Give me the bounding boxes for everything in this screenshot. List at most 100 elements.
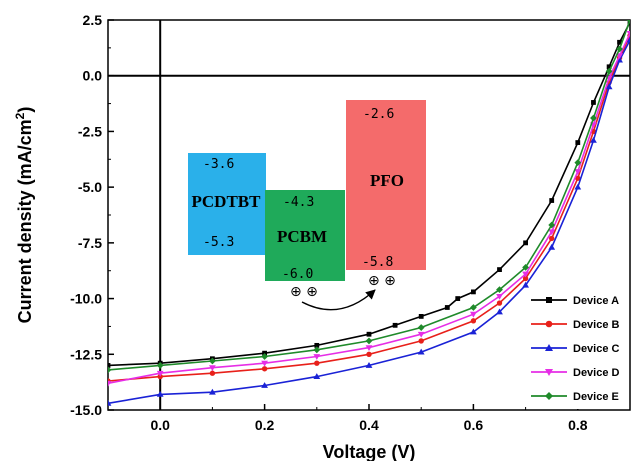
pcbm-label: PCBM — [277, 227, 327, 246]
legend-label: Device C — [573, 343, 620, 355]
data-point — [626, 30, 630, 37]
legend-item: Device D — [531, 367, 620, 379]
data-point — [108, 366, 112, 374]
data-point — [156, 362, 164, 369]
data-point — [606, 64, 612, 70]
data-point — [497, 267, 502, 272]
data-point — [366, 351, 372, 357]
data-point — [575, 140, 581, 145]
x-tick-label: 0.0 — [150, 417, 170, 433]
data-point — [617, 39, 622, 45]
x-tick-label: 0.6 — [464, 417, 484, 433]
legend-label: Device E — [573, 391, 619, 403]
legend-label: Device A — [573, 295, 619, 307]
y-axis-title-group: Current density (mA/cm2) — [13, 107, 35, 324]
data-point — [314, 342, 320, 348]
data-point — [365, 345, 373, 351]
y-tick-label: -7.5 — [78, 235, 102, 251]
legend-item: Device C — [531, 343, 620, 355]
series-layer — [108, 20, 630, 406]
legend-swatch-marker — [545, 392, 553, 400]
legend-swatch-marker — [545, 369, 553, 376]
data-point — [455, 296, 461, 301]
data-point — [605, 67, 613, 75]
series-line — [108, 20, 630, 371]
series-device-c — [108, 36, 630, 406]
pcdtbt-lumo: -3.6 — [203, 157, 234, 172]
data-point — [209, 357, 216, 365]
series-device-e — [108, 20, 630, 374]
legend-swatch-marker — [545, 320, 553, 328]
legend: Device A Device B Device C Device D Device E — [528, 288, 629, 409]
x-ticks: 0.0 0.2 0.4 0.6 0.8 — [107, 404, 631, 433]
data-point — [470, 318, 477, 324]
data-point — [549, 198, 555, 203]
legend-swatch-marker — [546, 297, 552, 303]
y-tick-label: 2.5 — [83, 12, 103, 28]
energy-level-inset: -3.6 PCDTBT -5.3 -4.3 PCBM -6.0 -2.6 PFO… — [188, 100, 426, 311]
data-point — [575, 175, 581, 181]
data-point — [261, 360, 268, 367]
y-axis-title-close: ) — [15, 107, 35, 113]
data-point — [417, 324, 425, 331]
legend-item: Device B — [531, 319, 620, 331]
data-point — [496, 286, 503, 294]
data-point — [591, 100, 596, 105]
data-point — [108, 363, 111, 368]
legend-item: Device A — [531, 295, 619, 307]
data-point — [108, 399, 112, 406]
pfo-box — [346, 100, 426, 270]
pcbm-lumo: -4.3 — [283, 195, 314, 210]
data-point — [156, 370, 164, 377]
data-point — [548, 221, 556, 229]
data-point — [392, 322, 398, 328]
data-point — [522, 281, 529, 288]
data-point — [590, 114, 597, 122]
data-point — [522, 271, 529, 278]
y-ticks: 2.5 0.0 -2.5 -5.0 -7.5 -10.0 -12.5 -15.0 — [70, 12, 114, 418]
hole-transfer-arrow — [301, 289, 376, 311]
data-point — [313, 373, 321, 379]
y-axis-title: Current density (mA/cm — [15, 119, 35, 323]
data-point — [313, 354, 321, 360]
data-point — [261, 353, 268, 360]
series-line — [108, 35, 630, 382]
data-point — [626, 36, 630, 43]
data-point — [418, 314, 424, 319]
pcbm-box — [265, 190, 345, 281]
data-point — [444, 305, 450, 310]
legend-swatch-marker — [545, 344, 553, 351]
data-point — [549, 235, 555, 242]
data-point — [209, 388, 216, 395]
axes: 2.5 0.0 -2.5 -5.0 -7.5 -10.0 -12.5 -15.0 0.0 0.2… — [70, 12, 631, 433]
pfo-label: PFO — [370, 171, 404, 190]
pfo-lumo: -2.6 — [363, 107, 394, 122]
x-tick-label: 0.8 — [568, 417, 588, 433]
data-point — [418, 338, 424, 344]
series-line — [108, 39, 630, 405]
data-point — [470, 328, 477, 335]
data-point — [574, 159, 582, 167]
y-tick-label: -10.0 — [70, 291, 102, 307]
data-point — [366, 331, 372, 337]
y-tick-label: -5.0 — [78, 179, 102, 195]
data-point — [616, 53, 623, 60]
data-point — [574, 183, 582, 190]
data-point — [209, 370, 216, 376]
data-point — [209, 365, 216, 372]
pfo-holes: ⊕ ⊕ — [368, 273, 396, 289]
data-point — [470, 311, 477, 318]
data-point — [522, 275, 529, 282]
pcbm-homo: -6.0 — [282, 267, 313, 282]
data-point — [417, 348, 425, 355]
series-line — [108, 33, 630, 385]
data-point — [548, 243, 556, 250]
legend-label: Device D — [573, 367, 620, 379]
data-point — [605, 83, 613, 90]
x-tick-label: 0.4 — [359, 417, 379, 433]
legend-label: Device B — [573, 319, 620, 331]
data-point — [616, 45, 623, 53]
data-point — [496, 308, 503, 315]
data-point — [496, 300, 503, 306]
